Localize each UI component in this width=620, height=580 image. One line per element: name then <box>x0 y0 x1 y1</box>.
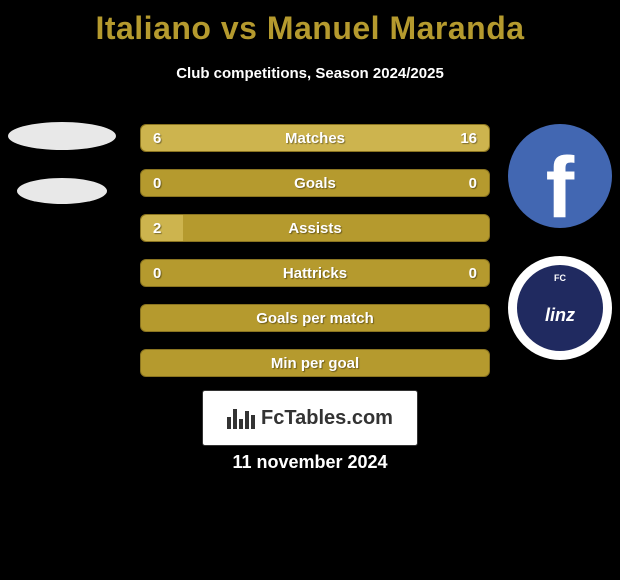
stat-bar-goals: 0Goals0 <box>140 169 490 197</box>
club-badge-inner: FC linz <box>515 263 605 353</box>
stat-bar-matches: 6Matches16 <box>140 124 490 152</box>
facebook-share-button[interactable]: f <box>508 124 612 228</box>
bar-label: Goals <box>141 175 489 192</box>
player1-club-placeholder <box>17 178 107 204</box>
stat-bars: 6Matches160Goals02Assists0Hattricks0Goal… <box>140 124 490 377</box>
fctables-branding[interactable]: FcTables.com <box>202 390 418 446</box>
player-right-badges: f FC linz <box>508 124 612 360</box>
bar-label: Min per goal <box>141 355 489 372</box>
fctables-label: FcTables.com <box>261 407 393 430</box>
player2-club-badge: FC linz <box>508 256 612 360</box>
club-badge-text: linz <box>545 305 575 326</box>
club-badge-top: FC <box>517 273 603 283</box>
bar-value-right: 0 <box>469 175 477 192</box>
subtitle: Club competitions, Season 2024/2025 <box>0 65 620 82</box>
bar-label: Assists <box>141 220 489 237</box>
player-left-badges <box>8 122 116 204</box>
bar-label: Matches <box>141 130 489 147</box>
bar-value-right: 0 <box>469 265 477 282</box>
stat-bar-assists: 2Assists <box>140 214 490 242</box>
stat-bar-min-per-goal: Min per goal <box>140 349 490 377</box>
bar-value-right: 16 <box>460 130 477 147</box>
stat-bar-hattricks: 0Hattricks0 <box>140 259 490 287</box>
player1-avatar-placeholder <box>8 122 116 150</box>
bar-label: Hattricks <box>141 265 489 282</box>
bar-label: Goals per match <box>141 310 489 327</box>
fctables-icon <box>227 407 255 429</box>
page-title: Italiano vs Manuel Maranda <box>0 0 620 47</box>
stat-bar-goals-per-match: Goals per match <box>140 304 490 332</box>
facebook-icon: f <box>546 139 575 229</box>
date-text: 11 november 2024 <box>0 452 620 473</box>
